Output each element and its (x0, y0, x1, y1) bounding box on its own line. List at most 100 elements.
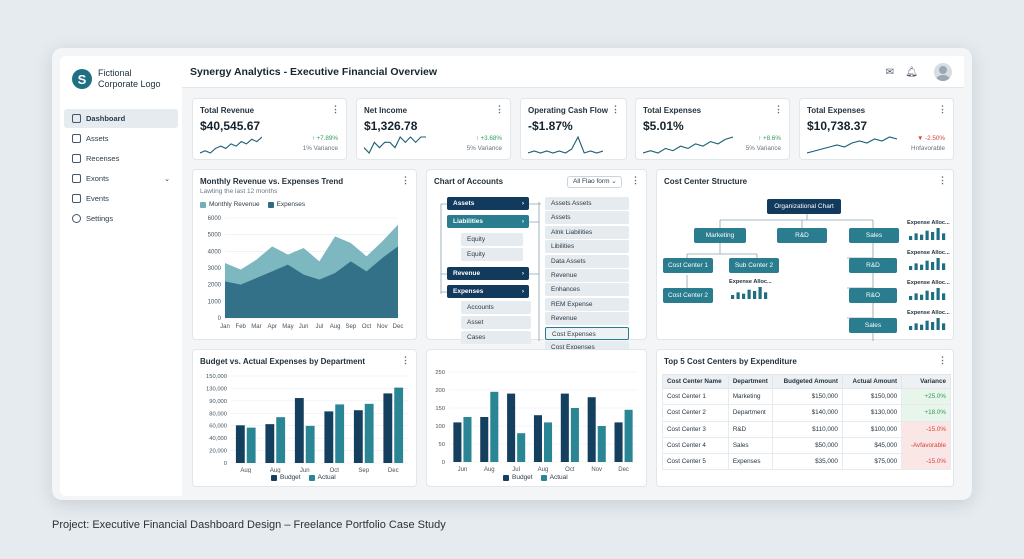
account-node-asset[interactable]: Asset (461, 316, 531, 329)
kpi-value: $40,545.67 (200, 119, 261, 133)
account-node-cases[interactable]: Cases (461, 331, 531, 344)
table-row[interactable]: Cost Center 4 Sales $50,000 $45,000 -Avfavor… (662, 436, 951, 455)
x-tick-label: Oct (362, 324, 372, 330)
table-cell: $75,000 (841, 453, 903, 471)
column-header[interactable]: Cost Center Name (662, 374, 729, 389)
sidebar-item-settings[interactable]: Settings (64, 209, 178, 228)
account-subitem[interactable]: Libilities (545, 240, 629, 254)
account-node-equity[interactable]: Equity (461, 233, 523, 246)
more-options-icon[interactable]: ⋮ (774, 104, 783, 114)
org-node-rd[interactable]: R&D (777, 228, 827, 243)
more-options-icon[interactable]: ⋮ (938, 175, 947, 185)
bar-budget (507, 393, 516, 462)
bar-actual (570, 408, 579, 462)
table-row[interactable]: Cost Center 5 Expenses $35,000 $75,000 -15.0… (662, 453, 951, 471)
org-node-ro[interactable]: R&O (849, 288, 897, 303)
bar-budget (383, 393, 393, 463)
sidebar-item-events[interactable]: Events (64, 189, 178, 208)
sidebar-item-assets[interactable]: Assets (64, 129, 178, 148)
bar-actual (246, 427, 256, 463)
account-subitem[interactable]: Enhances (545, 283, 629, 297)
table-row[interactable]: Cost Center 3 R&D $110,000 $100,000 -15.0% (662, 420, 951, 438)
bar-actual (276, 417, 286, 463)
org-node-rd-2[interactable]: R&D (849, 258, 897, 273)
avatar[interactable] (934, 63, 952, 81)
org-node-sales-2[interactable]: Sales (849, 318, 897, 333)
more-options-icon[interactable]: ⋮ (631, 175, 640, 185)
more-options-icon[interactable]: ⋮ (401, 355, 410, 365)
more-options-icon[interactable]: ⋮ (938, 104, 947, 114)
account-subitem[interactable]: REM Expense (545, 297, 629, 311)
mini-bar (920, 264, 924, 270)
y-tick-label: 6000 (208, 216, 222, 222)
table-cell: $35,000 (771, 453, 843, 471)
table-row[interactable]: Cost Center 2 Department $140,000 $130,000 +… (662, 404, 951, 422)
kpi-card-total-expenses-2: Total Expenses $10,738.37 ▼ -2.50% Hnfav… (799, 98, 954, 160)
x-tick-label: Mar (251, 324, 261, 330)
y-tick-label: 150 (435, 406, 445, 412)
mini-bar (936, 228, 940, 240)
x-tick-label: Aug (484, 467, 495, 473)
account-subitem[interactable]: Data Assets (545, 254, 629, 268)
sidebar-item-dashboard[interactable]: Dashboard (64, 109, 178, 128)
mail-icon[interactable]: ✉ (885, 67, 894, 78)
sidebar-item-label: Events (86, 194, 109, 203)
org-node-root[interactable]: Organizational Chart (767, 199, 841, 214)
account-subitem[interactable]: Assets Assets (545, 197, 629, 210)
bar-budget (614, 422, 623, 462)
account-node-equity[interactable]: Equity (461, 248, 523, 261)
mini-bar (925, 320, 929, 330)
account-subitem[interactable]: Alnk Liabilities (545, 225, 629, 239)
dashboard-window: S Fictional Corporate Logo Dashboard Ass… (52, 48, 972, 500)
account-label: Accounts (467, 304, 494, 311)
table-row[interactable]: Cost Center 1 Marketing $150,000 $150,000 +2… (662, 387, 951, 406)
legend-swatch-actual (308, 474, 315, 481)
account-filter-dropdown[interactable]: All Flao form ⌄ (567, 176, 622, 188)
account-subitem[interactable]: Assets (545, 211, 629, 225)
org-node-sub-center-2[interactable]: Sub Center 2 (729, 258, 779, 273)
logo[interactable]: S Fictional Corporate Logo (72, 68, 168, 90)
table-cell: -15.0% (901, 420, 951, 438)
bar-actual (364, 403, 374, 463)
more-options-icon[interactable]: ⋮ (938, 355, 947, 365)
account-node-expenses[interactable]: Expenses › (447, 285, 529, 298)
column-header[interactable]: Actual Amount (841, 374, 903, 389)
account-node-revenue[interactable]: Revenue › (447, 267, 529, 280)
x-tick-label: Oct (330, 468, 340, 473)
column-header[interactable]: Budgeted Amount (771, 374, 843, 389)
more-options-icon[interactable]: ⋮ (331, 104, 340, 114)
account-subitem[interactable]: Revenue (545, 312, 629, 326)
more-options-icon[interactable]: ⋮ (495, 104, 504, 114)
mini-bar (736, 292, 740, 299)
sidebar-item-recenses[interactable]: Recenses (64, 149, 178, 168)
more-options-icon[interactable]: ⋮ (611, 104, 620, 114)
more-options-icon[interactable]: ⋮ (401, 175, 410, 185)
kpi-change: ↑ +7.89% (311, 135, 338, 142)
cost-centers-table: Cost Center Name Department Budgeted Amoun… (662, 374, 951, 471)
bar-budget (324, 411, 334, 463)
kpi-title: Total Expenses (807, 106, 866, 115)
org-node-marketing[interactable]: Marketing (694, 228, 746, 243)
bell-icon[interactable]: 🔔︎ (905, 67, 918, 78)
sparkline-path (643, 136, 733, 154)
legend-swatch-actual (540, 474, 547, 481)
column-header[interactable]: Variance (901, 374, 951, 389)
account-label: Revenue (453, 270, 481, 277)
bar-actual (544, 422, 553, 462)
account-subitem[interactable]: Cost Expenses (545, 326, 629, 340)
org-node-cost-center-2[interactable]: Cost Center 2 (663, 288, 713, 303)
kpi-title: Net Income (364, 106, 408, 115)
account-node-accounts[interactable]: Accounts (461, 301, 531, 314)
account-node-liabilities[interactable]: Liabilities › (447, 215, 529, 228)
account-node-assets[interactable]: Assets › (447, 197, 529, 210)
org-node-sales[interactable]: Sales (849, 228, 899, 243)
column-header[interactable]: Department (727, 374, 773, 389)
mini-bar (942, 263, 946, 270)
sidebar-item-exonts[interactable]: Exonts ⌄ (64, 169, 178, 188)
chevron-down-icon[interactable]: ⌄ (164, 175, 170, 183)
sidebar-item-label: Settings (86, 214, 114, 223)
x-tick-label: Aug (270, 468, 281, 473)
table-cell: Marketing (727, 387, 773, 406)
org-node-cost-center-1[interactable]: Cost Center 1 (663, 258, 713, 273)
account-subitem[interactable]: Revenue (545, 269, 629, 282)
